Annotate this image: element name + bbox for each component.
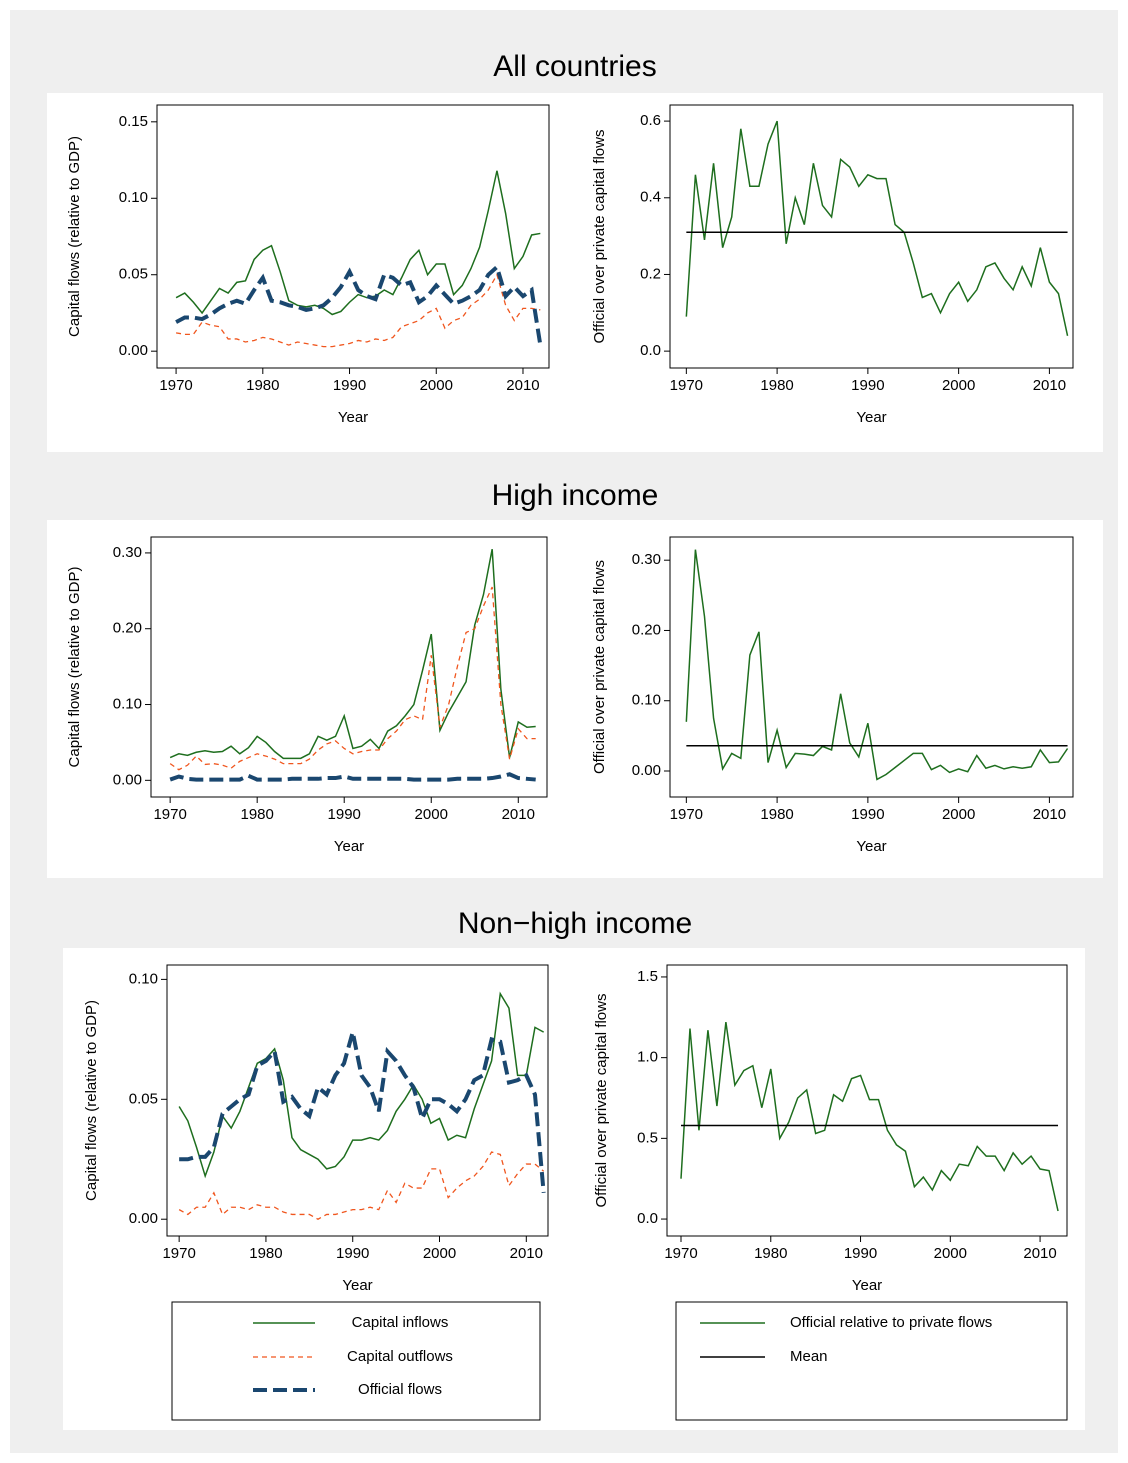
plot-area [666,964,1068,1237]
series-line [685,120,1069,336]
series-line [179,1031,546,1194]
x-tick-label: 2010 [502,806,535,823]
panel-title: All countries [493,50,656,83]
x-tick-label: 2010 [1033,377,1066,394]
panel-title: Non−high income [458,907,692,940]
x-axis-title: Year [856,409,886,426]
y-tick-label: 0.10 [119,189,148,206]
series-line [680,1022,1059,1212]
series-line [175,263,543,346]
x-tick-label: 2000 [415,806,448,823]
y-axis-title: Official over private capital flows [591,560,608,774]
y-tick-label: 0.00 [632,762,661,779]
y-tick-label: 0.20 [113,620,142,637]
y-tick-label: 0.20 [632,621,661,638]
y-tick-label: 0.10 [129,970,158,987]
y-tick-label: 1.0 [637,1049,658,1066]
legend-label: Mean [790,1348,828,1365]
x-axis-title: Year [342,1277,372,1294]
y-tick-label: 0.5 [637,1129,658,1146]
x-axis-title: Year [338,409,368,426]
x-tick-label: 2010 [1023,1245,1056,1262]
y-tick-label: 0.05 [119,266,148,283]
plot-area [150,536,548,798]
x-tick-label: 1970 [162,1245,195,1262]
plot-area [166,964,549,1237]
y-tick-label: 0.0 [637,1210,658,1227]
panel-title: High income [492,479,659,512]
plot-area [669,104,1074,369]
x-axis-title: Year [856,838,886,855]
series-line [175,170,541,316]
y-tick-label: 0.10 [113,695,142,712]
plot-area [669,536,1074,798]
legend-label: Official relative to private flows [790,1314,992,1331]
y-tick-label: 0.0 [640,342,661,359]
x-tick-label: 1980 [249,1245,282,1262]
series-line [178,1151,545,1220]
y-axis-title: Capital flows (relative to GDP) [83,1000,100,1201]
y-axis-title: Capital flows (relative to GDP) [66,567,83,768]
x-tick-label: 1980 [760,377,793,394]
y-tick-label: 0.05 [129,1090,158,1107]
x-tick-label: 1980 [754,1245,787,1262]
x-tick-label: 1980 [760,806,793,823]
series-line [685,549,1069,781]
x-tick-label: 1980 [240,806,273,823]
legend-label: Capital inflows [352,1314,449,1331]
x-tick-label: 1990 [328,806,361,823]
x-tick-label: 1990 [336,1245,369,1262]
y-tick-label: 0.4 [640,189,661,206]
legend-box [171,1301,541,1421]
x-tick-label: 2010 [1033,806,1066,823]
plot-area [156,104,550,369]
y-axis-title: Capital flows (relative to GDP) [66,136,83,337]
y-tick-label: 0.6 [640,112,661,129]
y-tick-label: 0.10 [632,692,661,709]
x-tick-label: 1980 [246,377,279,394]
y-tick-label: 0.00 [119,342,148,359]
legend-box [675,1301,1068,1421]
y-tick-label: 0.2 [640,265,661,282]
x-tick-label: 1990 [333,377,366,394]
y-tick-label: 0.30 [113,544,142,561]
x-tick-label: 2000 [420,377,453,394]
y-tick-label: 1.5 [637,968,658,985]
series-line [178,991,545,1179]
x-tick-label: 2000 [942,806,975,823]
series-line [169,772,536,782]
x-axis-title: Year [852,1277,882,1294]
y-axis-title: Official over private capital flows [593,994,610,1208]
legend-label: Official flows [358,1381,442,1398]
x-tick-label: 1970 [159,377,192,394]
series-line [175,273,541,348]
x-tick-label: 2010 [510,1245,543,1262]
x-tick-label: 1990 [851,377,884,394]
y-tick-label: 0.00 [129,1210,158,1227]
y-tick-label: 0.30 [632,551,661,568]
y-axis-title: Official over private capital flows [591,130,608,344]
x-tick-label: 2010 [506,377,539,394]
y-tick-label: 0.00 [113,771,142,788]
legend-label: Capital outflows [347,1348,453,1365]
x-tick-label: 1990 [851,806,884,823]
x-tick-label: 1970 [670,806,703,823]
x-tick-label: 1990 [844,1245,877,1262]
series-line [169,548,536,760]
x-tick-label: 1970 [664,1245,697,1262]
x-tick-label: 2000 [942,377,975,394]
x-tick-label: 1970 [670,377,703,394]
x-tick-label: 2000 [934,1245,967,1262]
x-axis-title: Year [334,838,364,855]
x-tick-label: 1970 [153,806,186,823]
x-tick-label: 2000 [423,1245,456,1262]
y-tick-label: 0.15 [119,113,148,130]
series-line [169,586,536,771]
